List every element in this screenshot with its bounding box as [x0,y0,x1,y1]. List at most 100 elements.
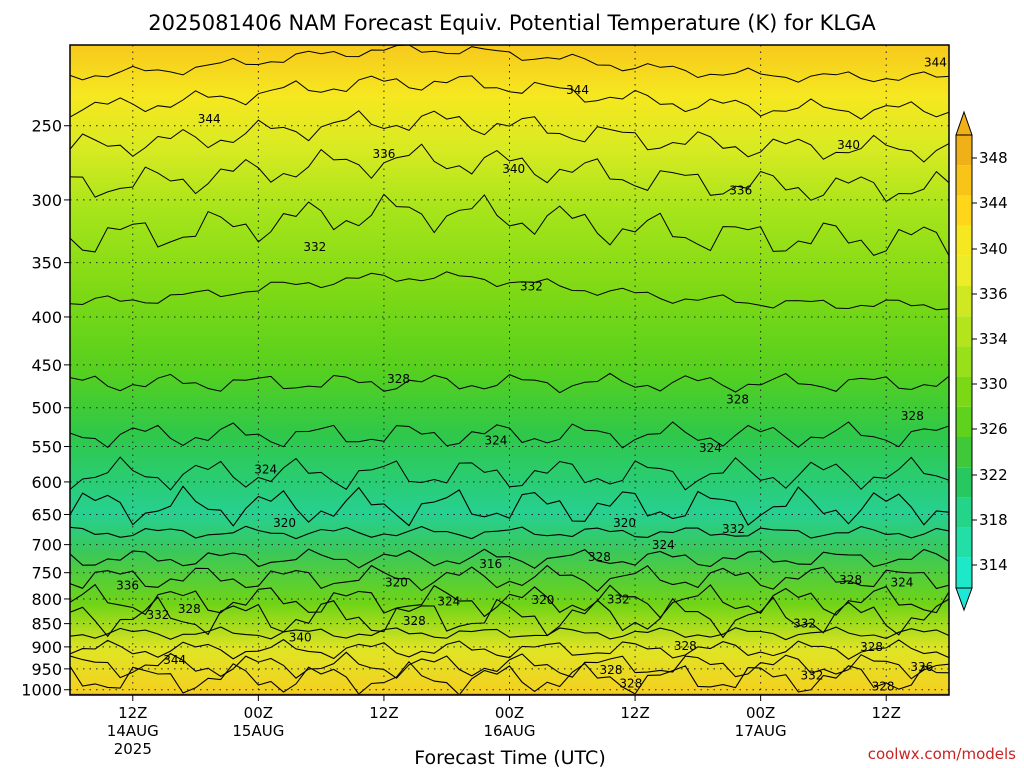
colorbar-label: 314 [979,556,1008,574]
y-tick-label: 350 [31,254,62,273]
contour-label: 324 [652,538,675,552]
x-tick-label: 00Z [244,704,273,722]
contour-label: 344 [198,112,221,126]
y-tick-label: 250 [31,117,62,136]
contour-label-text: 324 [699,441,722,455]
y-tick-label: 950 [31,660,62,679]
contour-label-text: 324 [437,594,460,608]
x-tick-label: 2025 [114,740,152,758]
contour-label: 328 [872,679,895,693]
y-tick-label: 500 [31,399,62,418]
contour-label: 328 [619,677,642,691]
contour-label-text: 320 [273,516,296,530]
contour-label-text: 328 [178,602,201,616]
contour-line [70,651,949,680]
contour-label: 324 [699,441,722,455]
colorbar-label: 340 [979,240,1008,258]
contour-label-text: 336 [116,579,139,593]
x-tick-label: 12Z [872,704,901,722]
y-tick-label: 800 [31,590,62,609]
x-tick-label: 00Z [495,704,524,722]
colorbar-label: 344 [979,194,1008,212]
contour-label: 320 [273,516,296,530]
contour-label: 324 [890,575,913,589]
contour-label: 336 [910,660,933,674]
colorbar-max-arrow [955,110,973,136]
contour-line [70,583,949,619]
colorbar-swatch [956,286,972,317]
contour-label: 328 [588,550,611,564]
contour-label: 336 [729,183,752,197]
contour-label-text: 328 [726,393,749,407]
x-tick-label: 17AUG [735,722,787,740]
contour-label-text: 340 [837,138,860,152]
contour-label-text: 328 [588,550,611,564]
contour-line [70,660,949,695]
contour-line [70,548,949,569]
contour-label-text: 328 [674,639,697,653]
x-axis-title: Forecast Time (UTC) [414,747,605,768]
contour-label: 324 [484,434,507,448]
contour-label-text: 332 [793,617,816,631]
contour-label: 332 [607,592,630,606]
colorbar-swatch [956,497,972,528]
contour-line [70,485,949,527]
contour-line [70,525,949,540]
contour-label-text: 328 [387,372,410,386]
contour-label: 332 [303,240,326,254]
contour-line [70,372,949,394]
contour-label-text: 332 [607,592,630,606]
credit-text: coolwx.com/models [868,745,1016,763]
y-axis: 250 300 350 400 450 500 550 600 650 700 750 800 850 9… [21,117,70,700]
contour-line [70,143,949,203]
contour-label-text: 332 [722,522,745,536]
y-tick-label: 550 [31,438,62,457]
colorbar-min-arrow [955,587,973,612]
contour-label-text: 324 [890,575,913,589]
contour-label: 344 [566,83,589,97]
contour-label-text: 340 [289,631,312,645]
contour-line [70,596,949,639]
contour-label: 328 [726,393,749,407]
contour-label: 340 [502,162,525,176]
contour-label-text: 344 [198,112,221,126]
colorbar: 314 318 322 326 330 334 336 340 344 348 [955,110,1008,612]
colorbar-label: 326 [979,420,1008,438]
contour-label: 328 [387,372,410,386]
contour-label-text: 328 [600,663,623,677]
y-tick-label: 900 [31,638,62,657]
colorbar-swatch [956,135,972,166]
contour-label-text: 328 [901,409,924,423]
contour-label: 328 [178,602,201,616]
contour-label-text: 328 [860,640,883,654]
y-tick-label: 400 [31,308,62,327]
contour-label-text: 328 [839,573,862,587]
contour-label: 336 [372,147,395,161]
colorbar-swatch [956,557,972,588]
x-tick-label: 00Z [746,704,775,722]
contour-label: 344 [924,55,947,69]
contour-label: 332 [800,669,823,683]
contour-label: 328 [901,409,924,423]
y-tick-label: 300 [31,191,62,210]
contour-line [70,456,949,491]
contour-label-text: 328 [403,614,426,628]
contour-label-text: 324 [652,538,675,552]
contour-label-text: 344 [924,55,947,69]
y-tick-label: 650 [31,505,62,524]
contour-label: 328 [839,573,862,587]
contour-label: 328 [860,640,883,654]
x-tick-label: 14AUG [107,722,159,740]
x-tick-label: 16AUG [484,722,536,740]
contour-line [70,271,949,311]
contour-line [70,564,949,593]
contour-label: 320 [532,593,555,607]
y-tick-label: 600 [31,473,62,492]
x-tick-label: 12Z [369,704,398,722]
contour-label: 332 [146,608,169,622]
colorbar-frame [955,134,973,589]
contour-label-text: 344 [566,83,589,97]
contour-label: 316 [479,557,502,571]
